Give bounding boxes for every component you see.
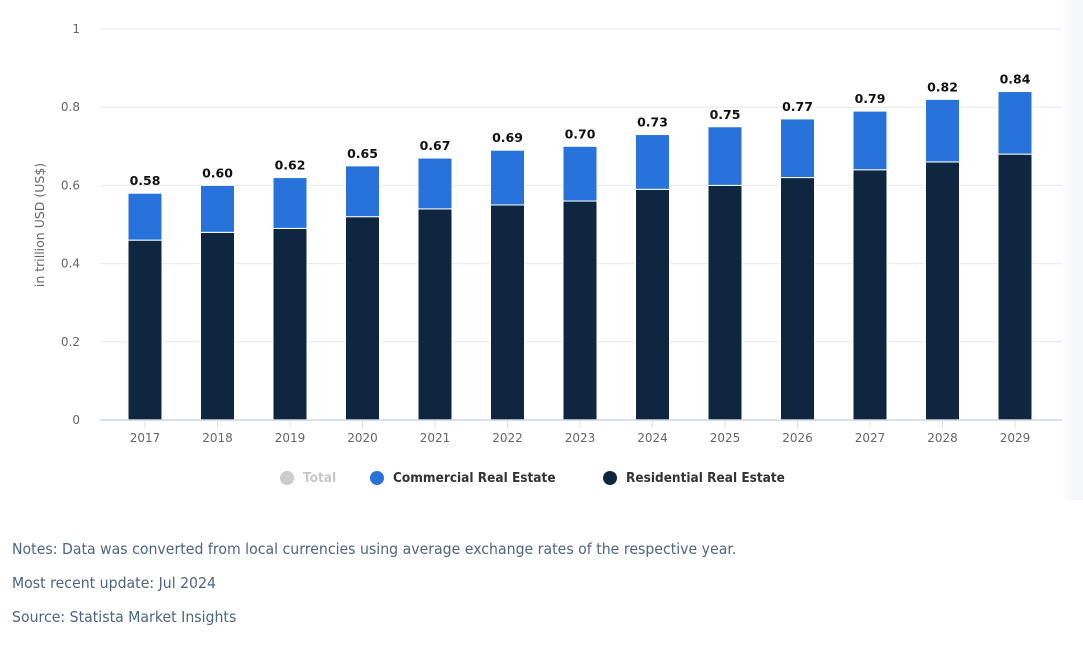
data-label-total: 0.70 [565,126,596,141]
legend-item-residential[interactable]: Residential Real Estate [603,470,803,486]
x-tick-label: 2019 [275,431,306,445]
bar-commercial [925,98,960,163]
y-tick-label: 0.2 [61,335,80,349]
bar-residential [345,216,380,421]
data-label-total: 0.75 [710,107,741,122]
bar-residential [635,188,670,421]
y-tick-label: 0 [72,413,80,427]
y-axis-ticks: 0 0.2 0.4 0.6 0.8 1 [61,22,80,427]
bar-residential [490,204,525,421]
x-tick-label: 2017 [130,431,161,445]
x-axis: 2017 2018 2019 2020 2021 2022 2023 2024 2025 2026… [100,419,1062,445]
data-label-total: 0.77 [782,99,813,114]
scroll-edge-shade [1061,0,1083,500]
total-data-labels: 0.58 0.60 0.62 0.65 0.67 0.69 0.70 0.73 0.75 0.77… [130,72,1031,189]
legend-dot-total-icon [279,471,294,485]
y-tick-label: 0.8 [61,100,80,114]
bar-residential [707,184,743,421]
bar-residential [200,231,235,421]
x-tick-label: 2023 [565,431,596,445]
bar-residential [562,200,598,421]
legend-label: Residential Real Estate [626,470,786,486]
bar-commercial [635,134,670,190]
data-label-total: 0.69 [492,130,523,145]
y-tick-label: 0.4 [61,257,80,271]
x-tick-label: 2024 [637,431,668,445]
legend-label: Commercial Real Estate [392,470,556,486]
x-tick-label: 2020 [347,431,378,445]
x-tick-label: 2029 [1000,431,1031,445]
bar-residential [997,153,1033,421]
bar-commercial [417,157,453,210]
update-text: Most recent update: Jul 2024 [12,574,216,592]
x-tick-label: 2018 [202,431,233,445]
x-tick-label: 2022 [492,431,523,445]
stacked-bar-chart: 0 0.2 0.4 0.6 0.8 1 in trillion USD (US$) 201… [32,22,1062,445]
x-tick-label: 2021 [420,431,451,445]
x-tick-label: 2025 [710,431,741,445]
bar-commercial [200,184,235,233]
legend-dot-residential-icon [603,471,618,485]
y-tick-label: 1 [72,22,80,36]
bar-commercial [707,126,743,186]
notes-text: Notes: Data was converted from local cur… [12,540,737,558]
data-label-total: 0.79 [855,91,886,106]
bar-commercial [780,118,815,179]
y-axis-title: in trillion USD (US$) [32,163,47,287]
y-tick-label: 0.6 [61,178,80,192]
bars [127,91,1033,421]
bar-commercial [562,145,598,202]
data-label-total: 0.67 [420,138,451,153]
data-label-total: 0.84 [1000,72,1031,87]
x-tick-label: 2026 [782,431,813,445]
bar-commercial [127,192,163,241]
bar-residential [127,239,163,421]
source-text: Source: Statista Market Insights [12,608,237,626]
bar-commercial [490,149,525,206]
x-tick-label: 2028 [927,431,958,445]
bar-residential [852,169,888,421]
legend-item-total[interactable]: Total [279,470,340,486]
legend-label: Total [302,470,337,486]
bar-commercial [345,165,380,218]
bar-residential [272,227,308,421]
data-label-total: 0.73 [637,115,668,130]
chart-notes: Notes: Data was converted from local cur… [12,532,783,634]
bar-residential [417,208,453,421]
legend-dot-commercial-icon [369,471,384,485]
bar-residential [925,161,960,421]
data-label-total: 0.65 [347,146,378,161]
data-label-total: 0.62 [275,158,306,173]
data-label-total: 0.60 [202,165,233,180]
x-tick-label: 2027 [855,431,886,445]
bar-residential [780,177,815,421]
bar-commercial [997,91,1033,155]
data-label-total: 0.82 [927,79,958,94]
legend-item-commercial[interactable]: Commercial Real Estate [369,470,574,486]
data-label-total: 0.58 [130,173,161,188]
bar-commercial [272,177,308,229]
bar-commercial [852,110,888,171]
chart-legend: Total Commercial Real Estate Residential… [0,470,1083,486]
